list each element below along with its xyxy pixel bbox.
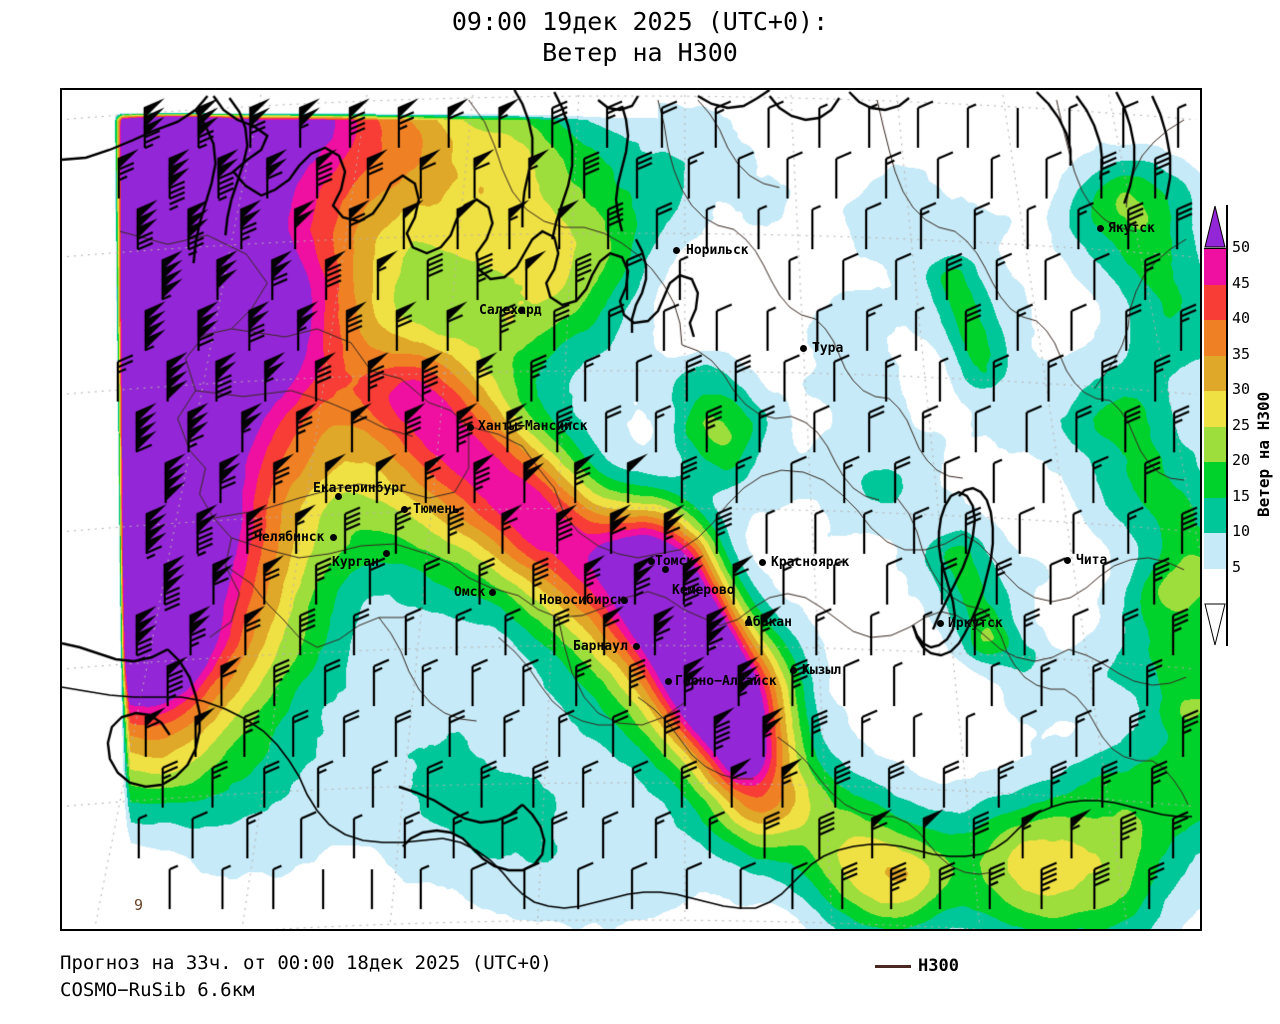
- colorbar-band: [1204, 354, 1226, 391]
- weather-map[interactable]: Норильск Якутск Салехард Тура Ханты−Мансийск…: [60, 88, 1202, 931]
- colorbar-band: [1204, 567, 1226, 603]
- legend-line-swatch: [875, 964, 911, 968]
- contour-label-9: 9: [134, 896, 144, 914]
- colorbar-title: Ветер на H300: [1252, 295, 1276, 525]
- colorbar-tick-label: 40: [1232, 309, 1251, 327]
- colorbar-tick-label: 25: [1232, 415, 1251, 434]
- footer: Прогноз на 33ч. от 00:00 18дек 2025 (UTC…: [60, 950, 1260, 1004]
- colorbar-band: [1204, 496, 1226, 533]
- colorbar-tick-label: 20: [1232, 451, 1251, 469]
- legend-h300: H300: [875, 956, 959, 976]
- colorbar-tick-label: 35: [1232, 344, 1251, 363]
- model-info-line: COSMO−RuSib 6.6км: [60, 979, 255, 1001]
- colorbar-bands: [1204, 248, 1226, 603]
- colorbar-band: [1204, 532, 1226, 569]
- colorbar-band: [1204, 319, 1226, 356]
- colorbar-tick-label: 10: [1232, 522, 1251, 540]
- colorbar-band: [1204, 390, 1226, 427]
- wind-field-canvas[interactable]: [62, 90, 1200, 929]
- colorbar-tick-label: 30: [1232, 380, 1251, 398]
- colorbar-tick-label: 5: [1232, 557, 1242, 576]
- title-line-1: 09:00 19дек 2025 (UTC+0):: [451, 7, 829, 36]
- colorbar-band: [1204, 461, 1226, 498]
- colorbar-axis: [1226, 205, 1228, 646]
- colorbar-bottom-arrow-icon: [1204, 603, 1226, 646]
- colorbar-band: [1204, 248, 1226, 285]
- colorbar-band: [1204, 425, 1226, 462]
- colorbar[interactable]: 50 45 40 35 30 25 20 15 10 5 Ветер на H300: [1204, 205, 1280, 646]
- colorbar-band: [1204, 283, 1226, 320]
- title-line-2: Ветер на H300: [542, 38, 738, 67]
- colorbar-top-arrow-icon: [1204, 205, 1226, 248]
- forecast-info-line: Прогноз на 33ч. от 00:00 18дек 2025 (UTC…: [60, 952, 552, 974]
- colorbar-tick-label: 50: [1232, 238, 1251, 256]
- page-title: 09:00 19дек 2025 (UTC+0): Ветер на H300: [0, 6, 1280, 68]
- colorbar-tick-label: 15: [1232, 486, 1251, 505]
- legend-h300-label: H300: [918, 956, 959, 976]
- colorbar-title-text: Ветер на H300: [1254, 391, 1273, 517]
- colorbar-tick-label: 45: [1232, 273, 1251, 292]
